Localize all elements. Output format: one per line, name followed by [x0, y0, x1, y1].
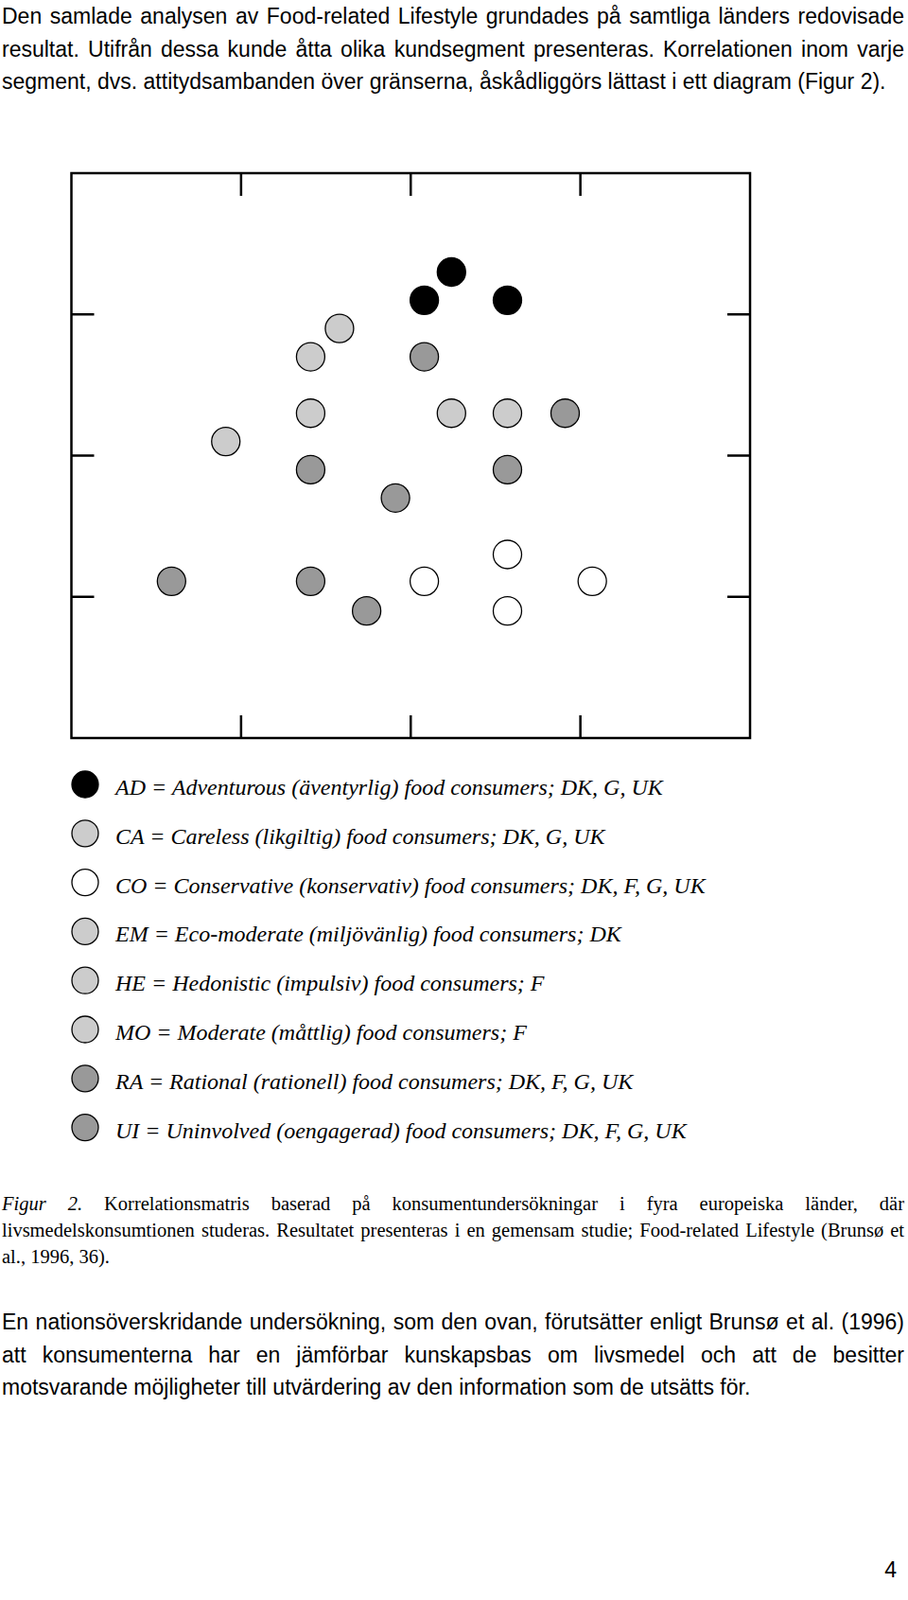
point: [296, 454, 325, 484]
y-tick: [727, 313, 751, 316]
legend-swatch: [71, 1065, 99, 1092]
point: [410, 285, 439, 315]
legend-swatch: [71, 1015, 99, 1043]
point: [492, 596, 522, 626]
plot-frame: [71, 173, 751, 738]
outro-paragraph: En nationsöverskridande undersökning, so…: [1, 1305, 905, 1404]
point: [157, 566, 186, 595]
point: [492, 399, 522, 428]
legend-swatch: [71, 966, 99, 994]
legend-label: UI = Uninvolved (oengagerad) food consum…: [115, 1117, 689, 1143]
legend-label: CO = Conservative (konservativ) food con…: [115, 873, 708, 898]
legend-swatch: [71, 1114, 99, 1141]
y-tick: [727, 595, 751, 599]
point: [492, 540, 522, 569]
legend-swatch: [71, 820, 99, 847]
point: [492, 454, 522, 484]
points: [157, 257, 607, 625]
point: [436, 399, 466, 428]
point: [550, 399, 579, 428]
point: [492, 285, 522, 315]
legend-swatch: [71, 917, 99, 944]
point: [352, 596, 382, 626]
legend-label: AD = Adventurous (äventyrlig) food consu…: [113, 774, 665, 800]
intro-paragraph: Den samlade analysen av Food-related Lif…: [1, 0, 905, 99]
point: [296, 566, 325, 595]
point: [381, 483, 410, 512]
legend-label: HE = Hedonistic (impulsiv) food consumer…: [114, 970, 545, 996]
legend-label: RA = Rational (rationell) food consumers…: [114, 1068, 635, 1094]
x-tick: [578, 173, 582, 196]
point: [436, 257, 466, 286]
caption-label: Figur 2.: [1, 1192, 83, 1214]
x-tick: [240, 173, 244, 196]
figure-caption: Figur 2. Korrelationsmatris baserad på k…: [1, 1189, 905, 1270]
point: [325, 314, 354, 343]
x-tick: [409, 173, 413, 196]
x-tick: [578, 715, 582, 738]
point: [410, 342, 439, 371]
point: [296, 342, 325, 371]
x-tick: [409, 715, 413, 738]
legend: AD = Adventurous (äventyrlig) food consu…: [71, 770, 708, 1143]
page-number: 4: [884, 1556, 897, 1583]
legend-label: CA = Careless (likgiltig) food consumers…: [115, 823, 608, 849]
point: [577, 566, 607, 595]
legend-swatch: [71, 770, 99, 798]
figure: AD = Adventurous (äventyrlig) food consu…: [0, 0, 908, 1183]
point: [410, 566, 439, 595]
point: [296, 399, 325, 428]
y-tick: [71, 454, 95, 457]
y-tick: [727, 454, 751, 457]
legend-label: MO = Moderate (måttlig) food consumers; …: [114, 1019, 527, 1045]
point: [211, 427, 241, 456]
x-tick: [240, 715, 244, 738]
caption-text: Korrelationsmatris baserad på konsumentu…: [1, 1192, 905, 1267]
legend-swatch: [71, 869, 99, 896]
legend-label: EM = Eco-moderate (miljövänlig) food con…: [114, 921, 624, 946]
y-tick: [71, 595, 95, 599]
y-tick: [71, 313, 95, 316]
